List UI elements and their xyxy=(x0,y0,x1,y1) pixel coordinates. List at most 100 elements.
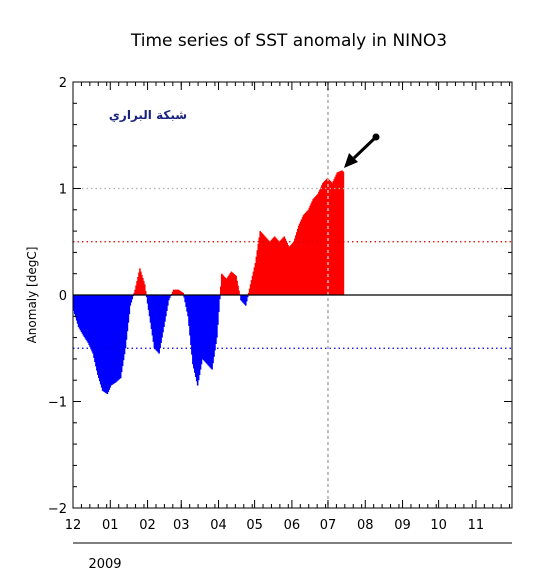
anomaly-bar xyxy=(253,267,256,295)
anomaly-bar xyxy=(141,274,143,295)
anomaly-bar xyxy=(107,295,110,392)
anomaly-bar xyxy=(331,183,334,295)
anomaly-bar xyxy=(265,237,267,295)
anomaly-bar xyxy=(329,181,332,295)
anomaly-bar xyxy=(339,171,341,295)
x-tick-label: 07 xyxy=(320,518,337,533)
anomaly-bar xyxy=(129,295,132,306)
anomaly-bar xyxy=(225,279,228,295)
anomaly-bar xyxy=(163,295,165,327)
anomaly-bar xyxy=(98,295,101,382)
anomaly-bar xyxy=(114,295,116,383)
y-axis-label: Anomaly [degC] xyxy=(25,247,39,344)
anomaly-bar xyxy=(79,295,82,331)
anomaly-bar xyxy=(212,295,214,364)
anomaly-bar xyxy=(122,295,125,361)
anomaly-bar xyxy=(180,291,183,295)
anomaly-bar xyxy=(112,295,114,385)
anomaly-bar xyxy=(199,295,202,370)
anomaly-bar xyxy=(145,295,148,298)
anomaly-bar xyxy=(226,277,229,295)
anomaly-bar xyxy=(326,177,329,295)
anomaly-bar xyxy=(280,239,283,295)
anomaly-bar xyxy=(185,295,187,307)
anomaly-bar xyxy=(96,295,98,371)
anomaly-bar xyxy=(219,295,221,300)
anomaly-bar xyxy=(273,236,276,295)
anomaly-bar xyxy=(146,295,149,304)
anomaly-bar xyxy=(328,179,331,295)
anomaly-bar xyxy=(272,237,275,295)
y-tick-label: −2 xyxy=(48,502,67,517)
anomaly-bar xyxy=(159,295,161,349)
anomaly-bar xyxy=(266,238,268,295)
anomaly-bar xyxy=(300,219,303,295)
anomaly-bar xyxy=(222,275,225,295)
anomaly-bar xyxy=(87,295,89,343)
anomaly-bar xyxy=(156,295,159,352)
anomaly-bar xyxy=(192,295,194,365)
anomaly-bar xyxy=(315,195,317,295)
anomaly-bar xyxy=(104,295,107,393)
anomaly-bar xyxy=(290,244,292,295)
anomaly-bar xyxy=(116,295,118,382)
anomaly-bar xyxy=(80,295,83,333)
anomaly-bar xyxy=(277,240,280,295)
anomaly-bar xyxy=(308,207,311,295)
anomaly-bar xyxy=(301,217,304,295)
anomaly-bar xyxy=(229,273,232,295)
anomaly-bar xyxy=(90,295,92,350)
anomaly-bar xyxy=(223,276,226,295)
anomaly-bar xyxy=(193,295,195,369)
x-tick-label: 05 xyxy=(246,518,263,533)
anomaly-bar xyxy=(276,239,279,295)
anomaly-bar xyxy=(240,295,242,301)
anomaly-bar xyxy=(295,232,298,295)
x-tick-label: 03 xyxy=(173,518,190,533)
anomaly-bar xyxy=(94,295,96,363)
anomaly-bar xyxy=(243,295,245,304)
anomaly-bar xyxy=(218,295,220,313)
anomaly-bar xyxy=(246,295,249,298)
anomaly-bar xyxy=(95,295,97,367)
anomaly-bar xyxy=(281,238,284,295)
anomaly-bar xyxy=(111,295,113,385)
anomaly-bar xyxy=(279,240,282,295)
anomaly-bar xyxy=(299,221,302,295)
anomaly-bar xyxy=(130,295,133,303)
anomaly-bar xyxy=(271,238,274,295)
anomaly-bar xyxy=(115,295,117,383)
anomaly-bar xyxy=(341,170,343,295)
anomaly-bar xyxy=(179,290,182,295)
anomaly-bar xyxy=(155,295,158,351)
anomaly-bar xyxy=(274,237,277,295)
anomaly-bar xyxy=(182,292,185,295)
anomaly-bar xyxy=(337,172,339,295)
anomaly-bar xyxy=(165,295,167,317)
anomaly-bar xyxy=(304,213,307,295)
anomaly-bar xyxy=(233,274,236,295)
anomaly-bar xyxy=(312,199,314,295)
anomaly-bar xyxy=(205,295,208,364)
anomaly-bar xyxy=(88,295,90,346)
anomaly-bar xyxy=(209,295,211,368)
anomaly-bar xyxy=(183,295,185,298)
anomaly-bar xyxy=(332,181,335,295)
anomaly-bar xyxy=(99,295,102,385)
anomaly-bar xyxy=(188,295,190,326)
anomaly-bar xyxy=(213,295,215,357)
anomaly-bar xyxy=(158,295,160,354)
anomaly-bar xyxy=(207,295,210,366)
watermark-text: شبكة البراري xyxy=(109,108,187,122)
anomaly-bar xyxy=(309,205,312,295)
anomaly-bar xyxy=(148,295,151,317)
anomaly-bar xyxy=(201,295,204,359)
anomaly-bar xyxy=(106,295,109,395)
anomaly-bar xyxy=(168,295,171,299)
anomaly-bar xyxy=(219,286,222,295)
anomaly-bar xyxy=(327,178,330,295)
anomaly-bar xyxy=(311,201,313,295)
anomaly-bar xyxy=(303,214,306,295)
anomaly-bar xyxy=(284,238,286,295)
x-tick-label: 12 xyxy=(65,518,82,533)
